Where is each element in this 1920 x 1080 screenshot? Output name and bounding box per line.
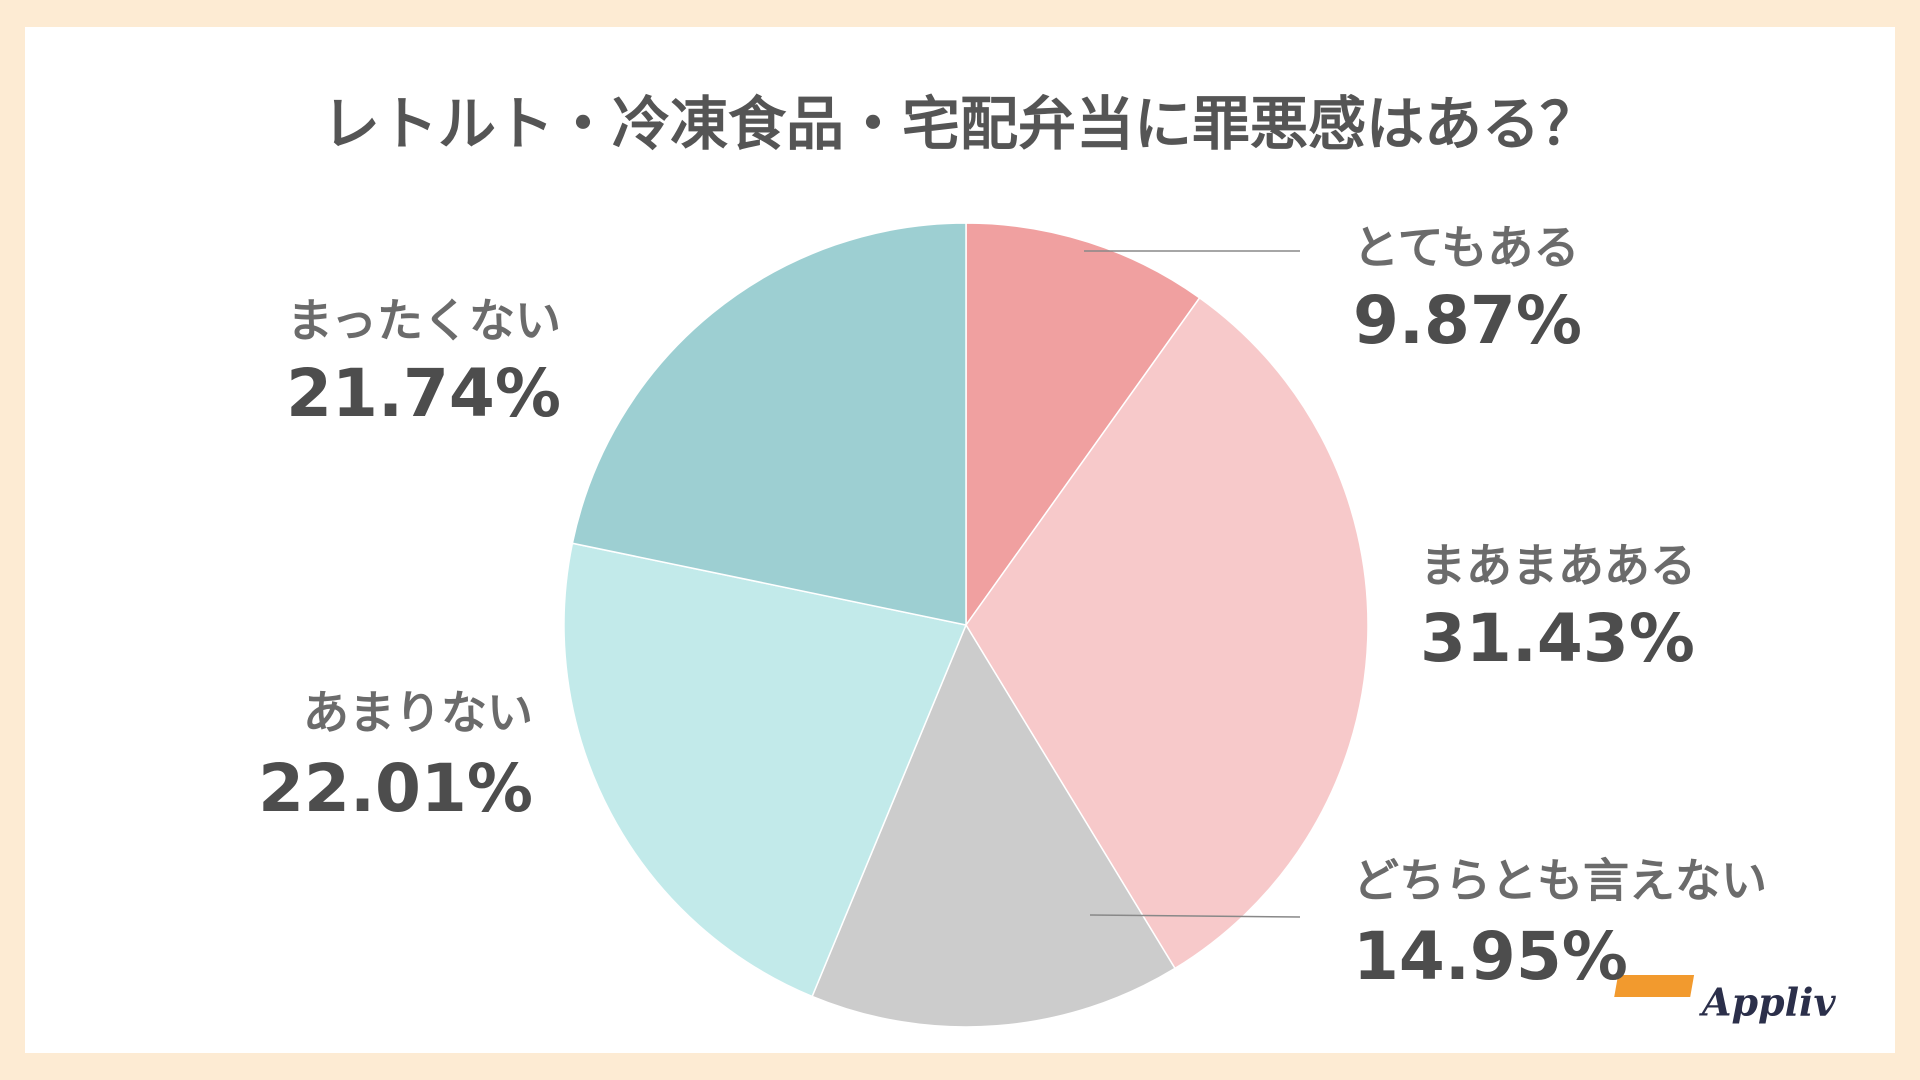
pie-slice <box>571 222 967 626</box>
pie <box>563 222 1369 1028</box>
slice-label: あまりない <box>303 686 533 740</box>
slice-value-label: 21.74% <box>286 355 561 432</box>
leader-line <box>1089 914 1301 918</box>
slice-value-label: 22.01% <box>258 750 533 827</box>
pie-slice <box>965 222 1201 628</box>
slice-label: まったくない <box>287 294 561 348</box>
logo-badge-bg <box>1614 975 1695 997</box>
slice-label: まあまあある <box>1420 539 1696 593</box>
logo-name: Appliv <box>1699 980 1836 1025</box>
logo: TOPICS Appliv <box>1614 975 1859 1025</box>
logo-badge: TOPICS <box>1797 978 1859 996</box>
pie-slice <box>563 542 968 998</box>
slice-value-label: 9.87% <box>1353 282 1582 359</box>
slice-value-label: 14.95% <box>1353 918 1628 995</box>
chart-title: レトルト・冷凍食品・宅配弁当に罪悪感はある？ <box>322 90 1598 158</box>
slice-label: とてもある <box>1353 221 1579 275</box>
pie-slice <box>965 296 1369 970</box>
slice-value-label: 31.43% <box>1420 600 1695 677</box>
pie-slice <box>811 623 1177 1028</box>
slice-label: どちらとも言えない <box>1353 854 1767 908</box>
